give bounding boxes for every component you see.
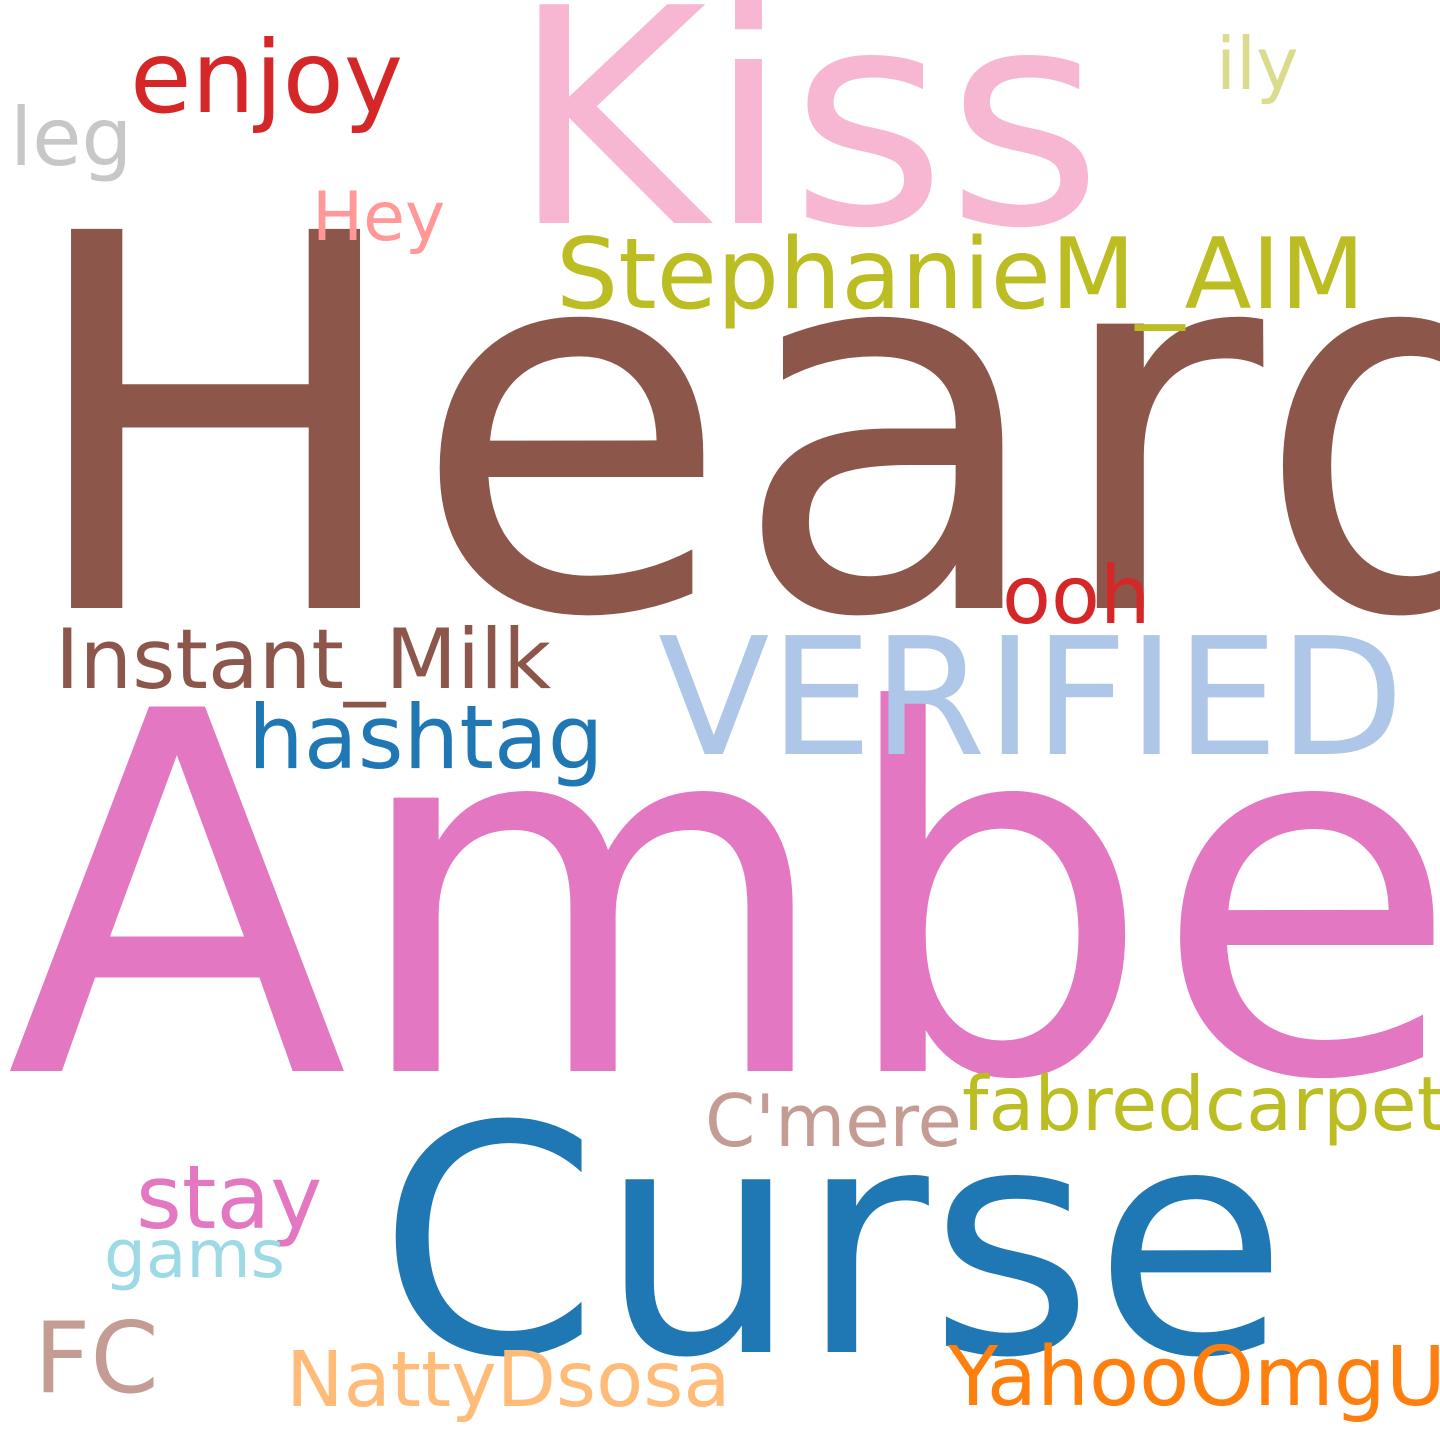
word-stephaniem-aim: StephanieM_AIM: [556, 218, 1365, 332]
word-ooh: ooh: [1002, 549, 1151, 642]
word-ily: ily: [1216, 22, 1299, 106]
word-enjoy: enjoy: [130, 19, 404, 136]
word-verified: VERIFIED: [658, 604, 1405, 793]
word-leg: leg: [10, 91, 133, 184]
word-yahooomguk: YahooOmgUK: [948, 1330, 1440, 1425]
word-cmere: C'mere: [705, 1079, 962, 1163]
word-instant-milk: Instant_Milk: [55, 611, 552, 708]
word-heard: Heard: [20, 125, 1440, 731]
word-fc: FC: [34, 1302, 159, 1416]
word-kiss: Kiss: [510, 0, 1103, 294]
word-hey: Hey: [312, 178, 446, 257]
word-stay: stay: [136, 1146, 323, 1249]
word-curse: Curse: [378, 1059, 1288, 1427]
word-amber: Amber: [6, 607, 1440, 1189]
word-nattydsosa: NattyDsosa: [286, 1336, 731, 1425]
word-hashtag: hashtag: [248, 686, 604, 789]
word-fabredcarpet: fabredcarpet: [962, 1060, 1440, 1148]
word-gams: gams: [104, 1216, 286, 1293]
